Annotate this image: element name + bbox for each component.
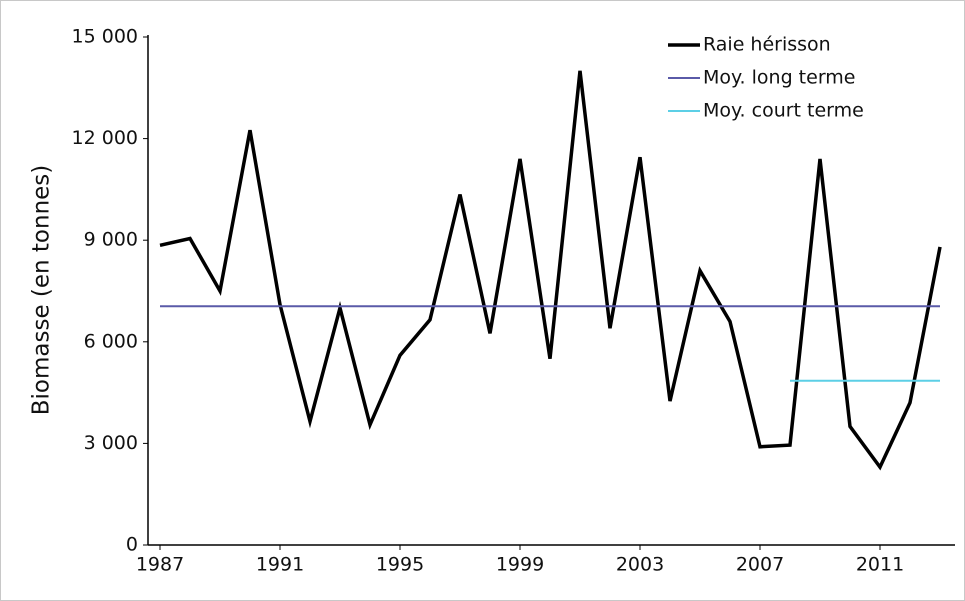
series-line — [159, 70, 942, 471]
legend-label: Raie hérisson — [703, 34, 831, 56]
legend-label: Moy. court terme — [703, 100, 864, 122]
y-tick-label: 0 — [126, 534, 138, 556]
y-tick-label: 3 000 — [84, 432, 138, 454]
x-tick-label: 2011 — [856, 554, 904, 576]
x-tick-label: 2007 — [736, 554, 784, 576]
x-tick-label: 1999 — [496, 554, 544, 576]
x-tick-label: 1987 — [136, 554, 184, 576]
y-axis-label: Biomasse (en tonnes) — [29, 165, 55, 416]
y-tick-label: 15 000 — [72, 26, 138, 48]
y-tick-label: 6 000 — [84, 330, 138, 352]
x-tick-label: 1995 — [376, 554, 424, 576]
legend-label: Moy. long terme — [703, 67, 856, 89]
y-tick-label: 12 000 — [72, 127, 138, 149]
x-tick-label: 1991 — [256, 554, 304, 576]
y-tick-label: 9 000 — [84, 229, 138, 251]
x-tick-label: 2003 — [616, 554, 664, 576]
